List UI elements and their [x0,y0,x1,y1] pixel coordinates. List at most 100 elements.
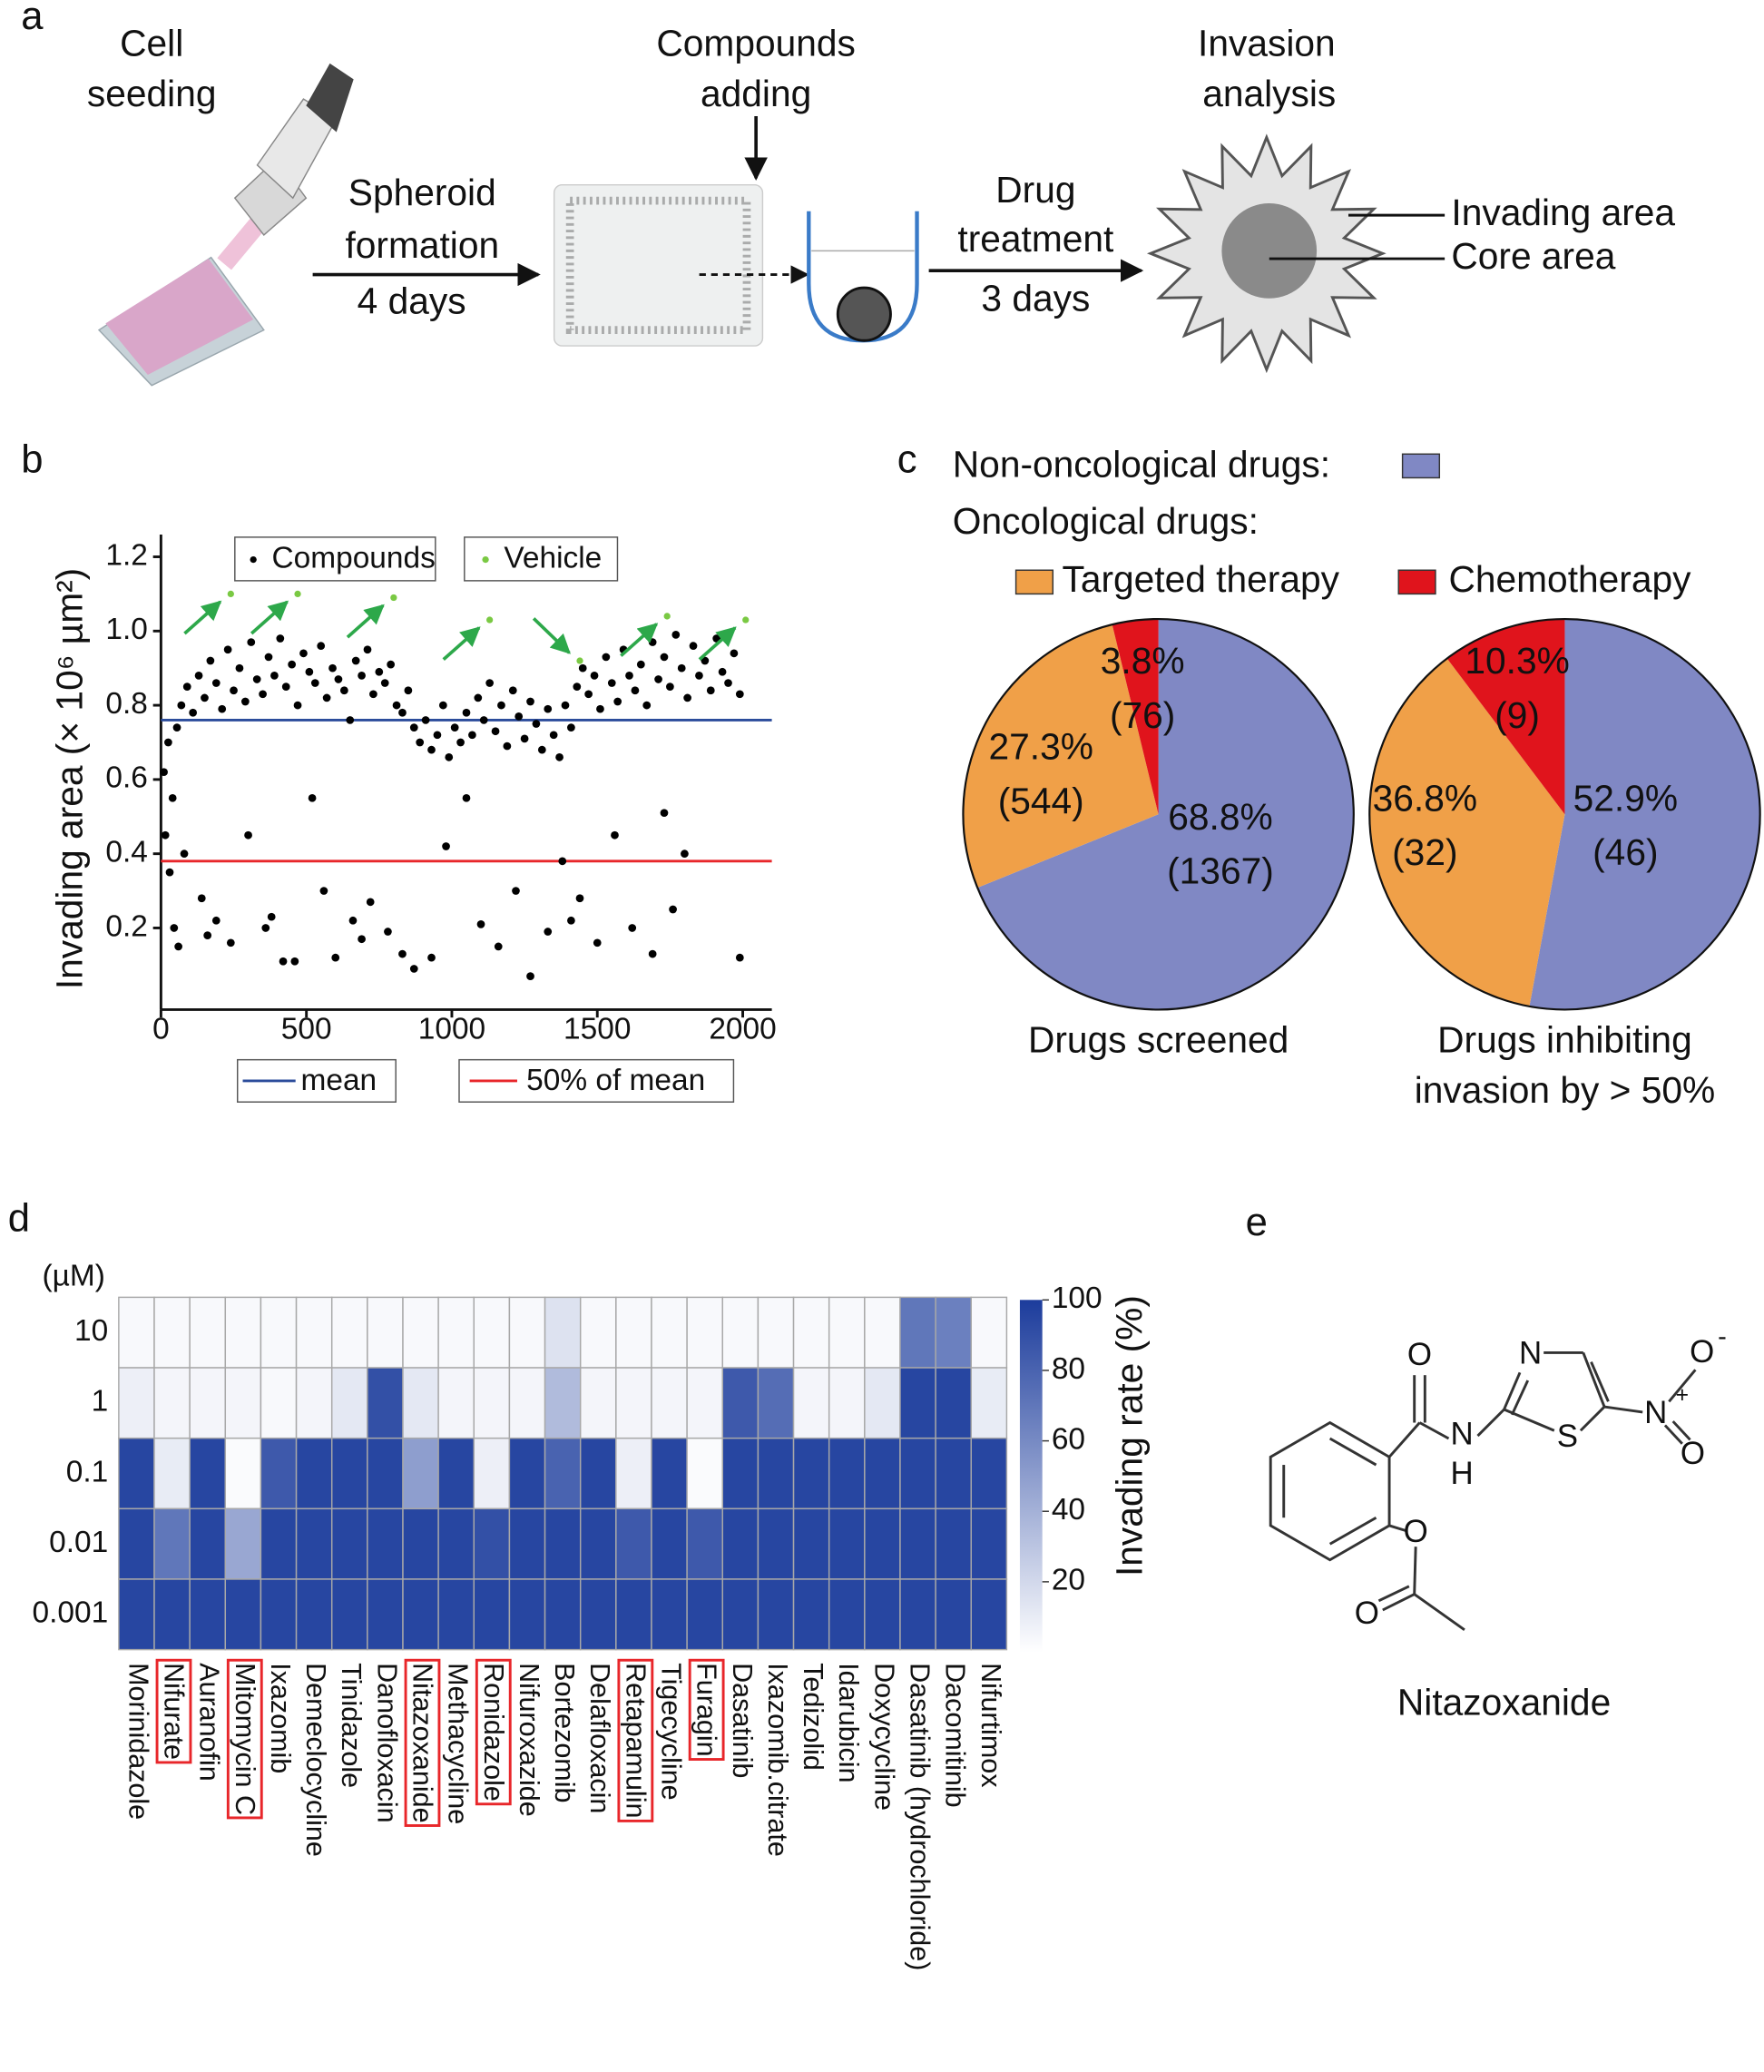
point [427,953,436,962]
heatmap-cell [579,1296,617,1369]
heatmap-cell [935,1507,972,1580]
point [168,793,177,802]
heatmap-cell [651,1296,688,1369]
point [180,849,189,859]
point [735,953,744,962]
well-plate [553,183,764,347]
heatmap-cell [473,1507,511,1580]
heatmap-cell [579,1507,617,1580]
point [409,723,418,732]
column-label: Furagin [691,1663,722,1756]
pie-count: (9) [1494,694,1540,736]
point [584,690,593,699]
heatmap-cell [935,1367,972,1439]
column-label: Tedizolid [798,1663,828,1771]
heatmap-cell [757,1437,795,1510]
heatmap-cell [330,1437,368,1510]
point [573,682,582,692]
panel-label: c [897,438,917,482]
heatmap-cell [615,1437,652,1510]
heatmap-cell [118,1437,155,1510]
heatmap-cell [864,1437,901,1510]
row-label: 1 [92,1385,109,1419]
point [512,887,520,895]
point [240,697,250,706]
column-label: Dacomitinib [940,1663,971,1807]
atom: O [1681,1436,1705,1471]
bond [1387,1421,1421,1458]
heatmap-cell [615,1507,652,1580]
heatmap-cell [295,1507,333,1580]
heatmap-cell [473,1367,511,1439]
bond [1590,1361,1610,1402]
row-label: 10 [74,1314,108,1348]
heatmap-cell [544,1437,582,1510]
heatmap-cell [899,1367,936,1439]
bond [1382,1593,1416,1612]
heatmap-cell [544,1367,582,1439]
legend-swatch [1401,453,1441,479]
point [611,830,619,840]
heatmap-cell [402,1367,439,1439]
point [526,972,534,980]
point [681,849,689,859]
panel-label: d [8,1197,30,1241]
heatmap-cell [437,1296,475,1369]
heatmap-cell [828,1507,866,1580]
x-tick-label: 2000 [709,1013,776,1046]
row-label: 0.001 [33,1596,109,1630]
point [497,701,505,710]
panel-label: a [21,0,44,38]
heatmap-cell [899,1437,936,1510]
heatmap-cell [367,1437,404,1510]
point [503,741,512,751]
point [445,752,454,761]
point [194,672,203,680]
heatmap-cell [828,1296,866,1369]
y-tick-label: 1.2 [105,538,147,572]
heatmap-cell [864,1296,901,1369]
highlight-box [155,1658,192,1764]
heatmap-cell [828,1437,866,1510]
atom: S [1557,1419,1578,1454]
highlight-box [226,1658,263,1820]
point [358,672,366,680]
point [666,682,674,692]
heatmap-cell [579,1578,617,1651]
bond [1579,1406,1606,1432]
heatmap-cell [757,1578,795,1651]
colorbar-tick-label: 60 [1052,1422,1085,1456]
bond [1413,1547,1417,1595]
pie-label: 10.3% [1465,640,1569,682]
point [450,723,459,732]
atom: N [1450,1416,1473,1451]
callout: Invading area [1451,191,1675,233]
heatmap-cell [686,1578,723,1651]
heatmap-cell [437,1507,475,1580]
plate-wells [105,259,254,376]
point [607,679,616,687]
point [590,672,599,680]
heatmap-cell [579,1367,617,1439]
point [201,693,209,702]
column-label: Demeclocycline [300,1663,331,1857]
pie-label: 52.9% [1573,777,1678,819]
bond [1418,1421,1450,1440]
pie-slice [1112,619,1159,815]
point [683,693,691,702]
point [172,723,181,732]
column-label: Tigecycline [655,1663,686,1801]
point [427,745,436,754]
heatmap-cell [721,1367,760,1439]
pointer-arrow [250,600,289,635]
heatmap-cell [970,1367,1008,1439]
heatmap-cell [508,1296,546,1369]
bond [1377,1585,1410,1603]
bond [1663,1424,1683,1445]
heatmap-cell [970,1296,1008,1369]
point [398,949,407,958]
pie-outline [1368,617,1761,1011]
point [663,613,671,620]
point [218,704,227,713]
